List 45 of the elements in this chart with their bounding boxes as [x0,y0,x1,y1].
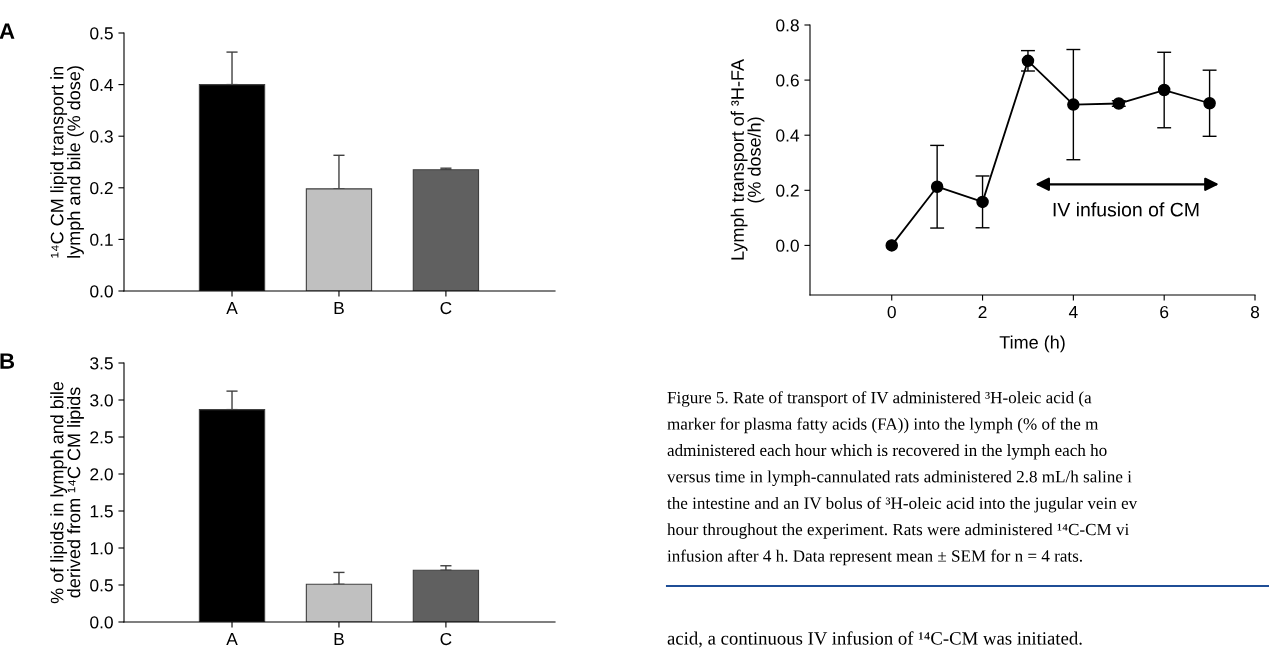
x-tick-label: C [440,301,452,315]
x-tick-label: 8 [1250,305,1260,319]
x-tick-label: A [226,633,238,645]
x-tick-label: 2 [978,305,987,318]
chart-title: B [0,353,15,369]
y-tick-label: 0.2 [90,181,113,195]
y-tick-label: 0.2 [776,184,799,197]
y-tick-label: 0.8 [776,19,799,32]
x-tick-label: B [334,302,344,314]
x-tick-label: A [226,302,238,314]
caption: Figure 5. Rate of transport of IV administered ³H-oleic acid (a [667,391,1092,407]
y-tick-label: 0.0 [90,285,113,298]
y-tick-label: 0.0 [776,239,799,252]
y-tick-label: 0.1 [90,233,113,246]
y-tick-label: 0.3 [90,130,113,143]
text: infusion after 4 h. Data represent mean ± SEM for n = 4 rats. [667,549,1082,566]
y-tick-label: 0.5 [90,27,113,40]
y-tick-label: 3.5 [90,357,113,370]
y-axis-title: Lymph transport of ³H-FA (% dose/h) [730,59,765,260]
y-tick-label: 0.5 [90,579,113,592]
x-tick-label: B [334,633,344,645]
x-tick-label: 4 [1068,306,1078,318]
chart-title: A [0,23,15,39]
y-tick-label: 0.0 [90,616,113,629]
text: administered each hour which is recovered in the lymph each ho [667,444,1107,460]
text: hour throughout the experiment. Rats were administered ¹⁴C-CM vi [667,523,1129,539]
y-tick-label: 2.0 [90,468,113,481]
text: versus time in lymph-cannulated rats administered 2.8 mL/h saline i [667,470,1132,486]
y-tick-label: 1.0 [90,542,113,555]
x-tick-label: C [440,632,452,646]
annotation: IV infusion of CM [1053,202,1199,217]
text: acid, a continuous IV infusion of ¹⁴C-CM was initiated. [667,631,1082,648]
y-tick-label: 2.5 [90,431,113,444]
y-tick-label: 1.5 [90,505,113,518]
y-tick-label: 0.4 [776,129,800,142]
x-tick-label: 6 [1160,305,1169,319]
x-axis-title: Time (h) [999,335,1065,353]
y-tick-label: 0.4 [90,78,114,92]
text: the intestine and an IV bolus of ³H-oleic acid into the jugular vein ev [667,496,1138,513]
y-axis-title: ¹⁴C CM lipid transport in lymph and bile (% dose) [50,66,84,258]
y-tick-label: 3.0 [90,394,113,407]
y-tick-label: 0.6 [776,74,799,87]
text: marker for plasma fatty acids (FA)) into the lymph (% of the m [667,417,1099,434]
x-tick-label: 0 [887,305,896,319]
y-axis-title: % of lipids in lymph and bile derived from ¹⁴C CM lipids [50,381,84,604]
